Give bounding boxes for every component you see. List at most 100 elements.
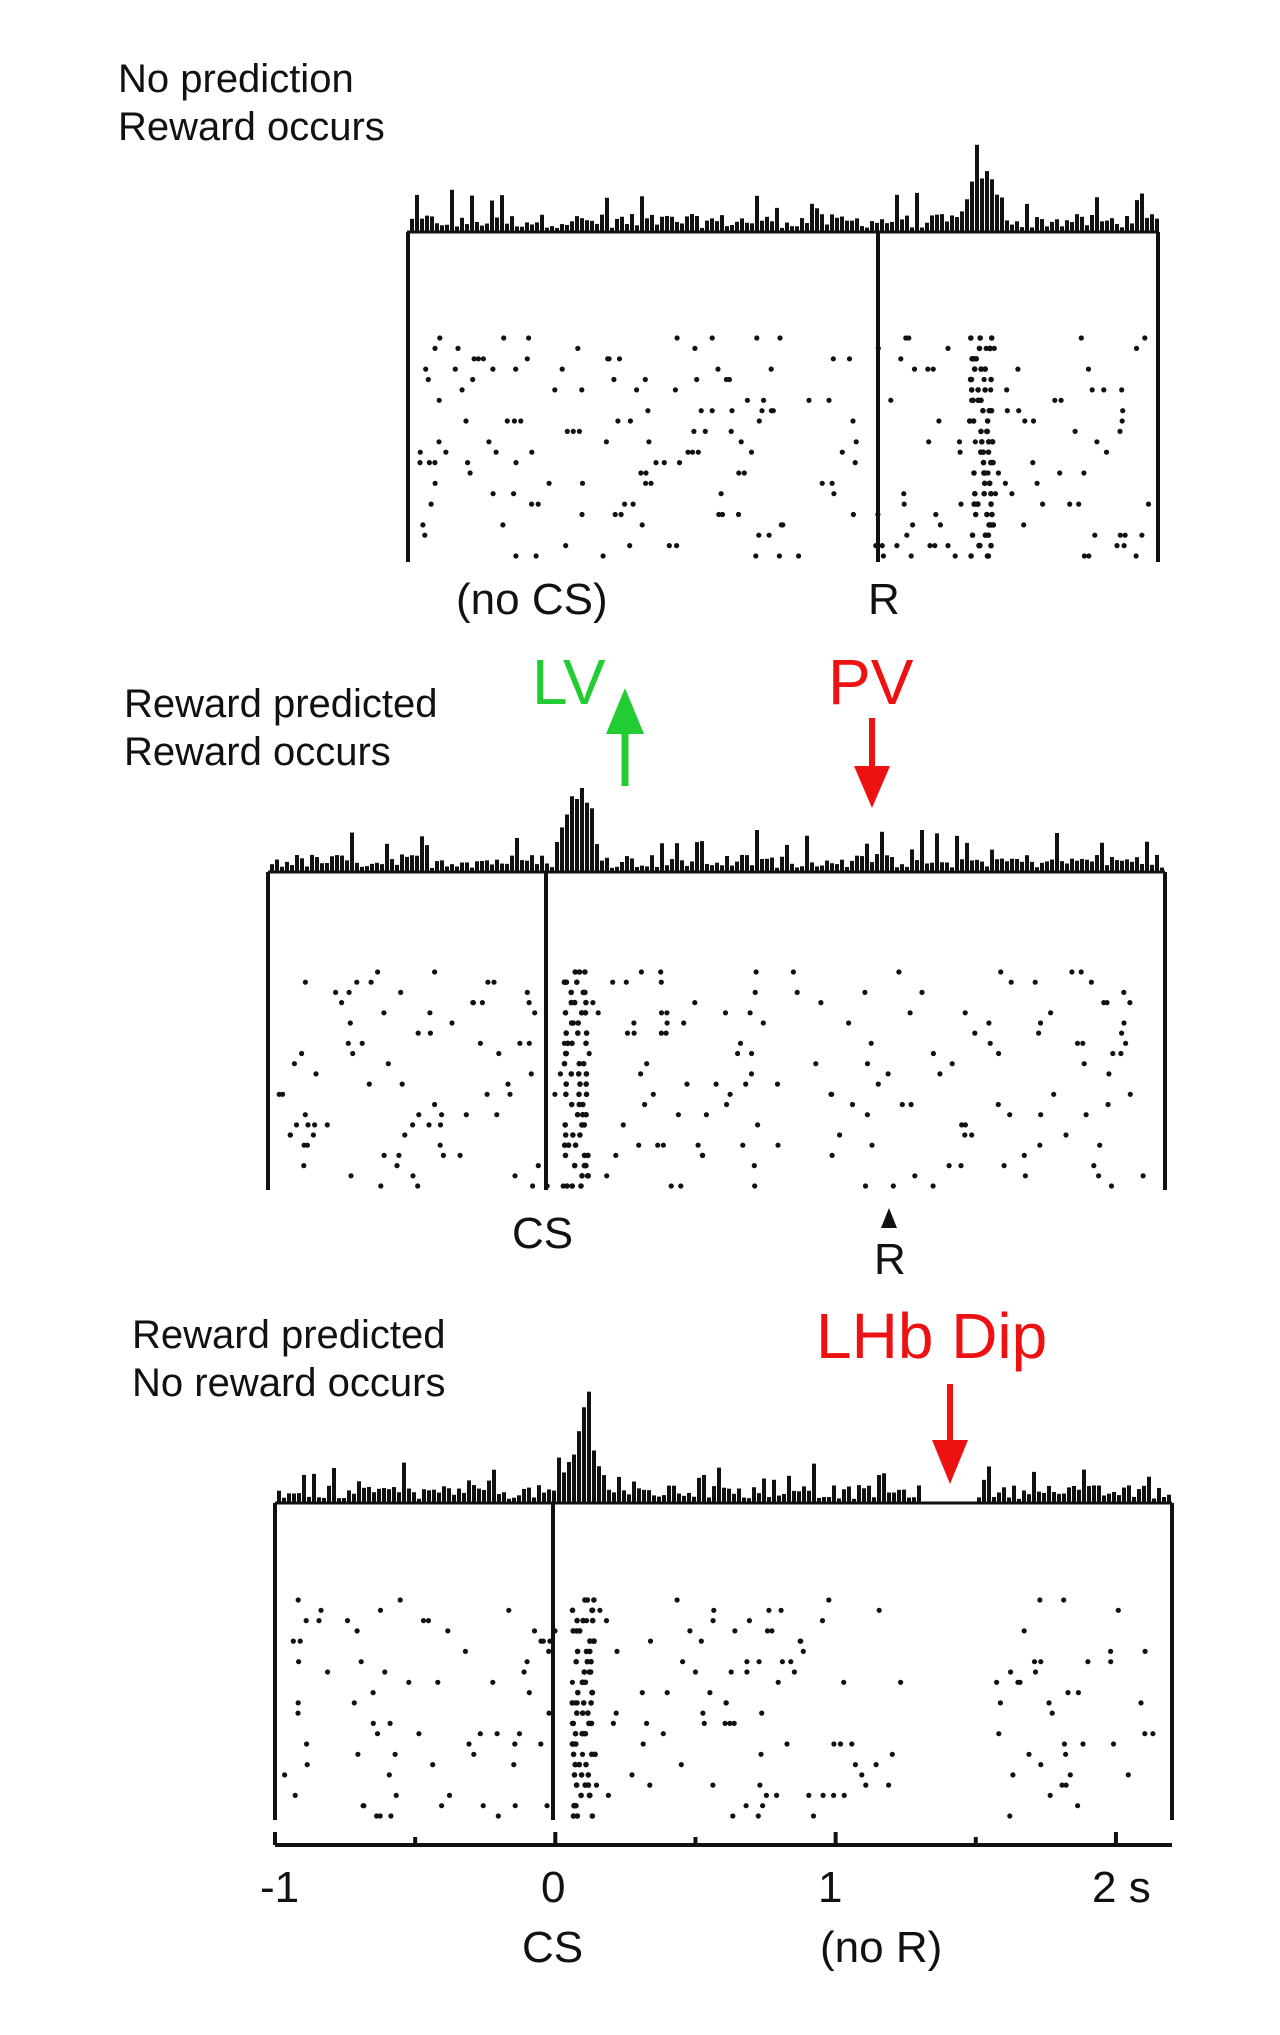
spike-dot — [394, 1163, 400, 1169]
spike-dot — [610, 1720, 617, 1726]
spike-dot — [977, 335, 983, 341]
spike-dot — [466, 1741, 472, 1747]
histogram-bar — [855, 855, 859, 872]
spike-dot — [862, 1183, 869, 1189]
spike-dot — [713, 1081, 719, 1087]
histogram-bar — [1150, 864, 1154, 872]
histogram-bar — [427, 1490, 431, 1503]
spike-dot — [873, 1762, 879, 1768]
spike-dot — [437, 1142, 443, 1148]
histogram-bar — [877, 1475, 881, 1503]
spike-dot — [985, 532, 992, 538]
spike-dot — [416, 1112, 422, 1118]
spike-dot — [837, 1132, 843, 1138]
spike-dot — [971, 366, 978, 372]
histogram-bar — [850, 220, 854, 232]
histogram-bar — [567, 1462, 571, 1503]
histogram-bar — [777, 1495, 781, 1503]
histogram-bar — [907, 1497, 911, 1503]
histogram-bar — [755, 830, 759, 872]
histogram-bar — [665, 865, 669, 872]
histogram-bar — [590, 808, 594, 872]
spike-dot — [1123, 1040, 1129, 1046]
spike-dot — [828, 1091, 834, 1097]
spike-dot — [354, 979, 360, 985]
histogram-bar — [1125, 859, 1129, 872]
spike-dot — [863, 1782, 869, 1788]
histogram-bar — [747, 1498, 751, 1503]
spike-dot — [597, 1607, 603, 1613]
spike-dot — [756, 1659, 762, 1665]
spike-dot — [585, 1152, 591, 1159]
histogram-bar — [940, 862, 944, 872]
spike-dot — [1096, 1173, 1102, 1179]
histogram-bar — [720, 865, 724, 872]
spike-dot — [613, 1710, 619, 1716]
histogram-bar — [1135, 857, 1139, 872]
histogram-bar — [880, 219, 884, 232]
spike-dot — [524, 356, 530, 362]
spike-dot — [768, 366, 774, 372]
spike-dot — [779, 1659, 786, 1665]
histogram-bar — [442, 1486, 446, 1503]
spike-dot — [432, 1101, 438, 1108]
spike-dot — [888, 397, 894, 403]
spike-dot — [1117, 532, 1123, 538]
histogram-bar — [700, 227, 704, 232]
spike-dot — [575, 1030, 581, 1036]
spike-dot — [370, 1720, 376, 1726]
spike-dot — [312, 1122, 318, 1128]
spike-dot — [759, 408, 765, 414]
histogram-bar — [742, 1497, 746, 1503]
spike-dot — [979, 439, 985, 445]
spike-dot — [981, 490, 987, 497]
spike-dot — [316, 1618, 322, 1624]
histogram-bar — [920, 829, 924, 872]
spike-dot — [1032, 979, 1038, 985]
spike-dot — [618, 511, 624, 518]
histogram-bar — [1055, 219, 1059, 232]
histogram-bar — [720, 215, 724, 232]
spike-dot — [1114, 543, 1120, 549]
spike-dot — [719, 511, 726, 518]
histogram-bar — [802, 1486, 806, 1503]
histogram-bar — [730, 225, 734, 232]
spike-dot — [585, 1710, 591, 1716]
spike-dot — [852, 460, 858, 466]
spike-dot — [778, 522, 784, 528]
histogram-bar — [805, 223, 809, 232]
spike-dot — [1022, 418, 1028, 424]
spike-dot — [620, 1122, 626, 1128]
spike-dot — [399, 1081, 405, 1087]
spike-dot — [986, 1020, 992, 1026]
histogram-bar — [930, 862, 934, 872]
spike-dot — [402, 1132, 408, 1138]
histogram-bar — [580, 787, 584, 872]
histogram-bar — [550, 867, 554, 872]
histogram-bar — [912, 1497, 916, 1503]
spike-dot — [1058, 397, 1064, 403]
spike-dot — [612, 511, 618, 518]
spike-dot — [868, 1040, 874, 1046]
spike-dot — [570, 1813, 577, 1819]
histogram-bar — [1110, 857, 1114, 872]
histogram-bar — [517, 1495, 521, 1503]
histogram-bar — [1077, 1489, 1081, 1503]
histogram-bar — [1120, 860, 1124, 872]
spike-dot — [698, 408, 704, 414]
spike-dot — [1117, 428, 1123, 434]
histogram-bar — [885, 223, 889, 232]
spike-dot — [1078, 335, 1084, 341]
histogram-bar — [775, 867, 779, 872]
histogram-bar — [522, 1488, 526, 1503]
histogram-bar — [307, 1496, 311, 1503]
histogram-bar — [685, 216, 689, 232]
spike-dot — [972, 1030, 978, 1036]
spike-dot — [496, 1050, 502, 1057]
histogram-bar — [985, 866, 989, 872]
spike-dot — [1008, 1669, 1014, 1675]
spike-dot — [574, 1700, 580, 1706]
histogram-bar — [1147, 1476, 1151, 1503]
histogram-bar — [560, 827, 564, 872]
panel-2-title-line2: Reward occurs — [124, 730, 391, 774]
